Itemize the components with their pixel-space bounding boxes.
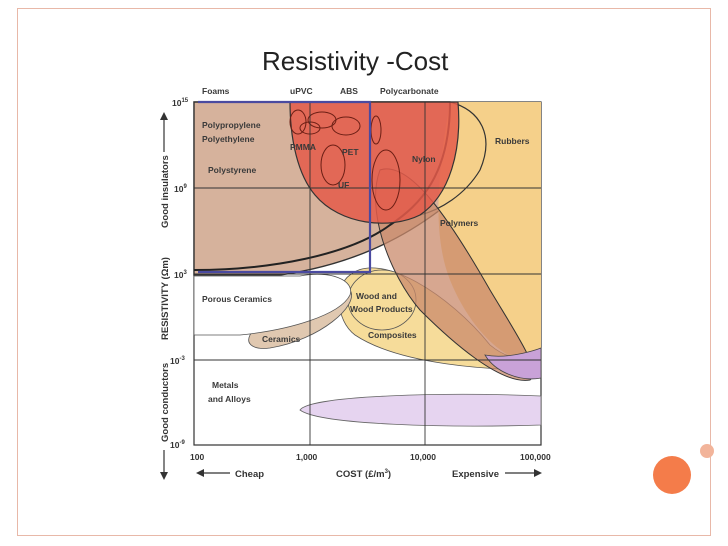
conductors-arrow-icon bbox=[160, 472, 168, 480]
metals-region bbox=[299, 393, 542, 427]
y-insulators-label: Good insulators bbox=[160, 155, 171, 228]
y-axis-label: RESISTIVITY (Ωm) bbox=[160, 257, 171, 340]
y-axis-caption: Good conductors RESISTIVITY (Ωm) Good in… bbox=[160, 112, 171, 480]
uf-ellipse bbox=[320, 144, 346, 186]
deco-circle-small bbox=[700, 444, 714, 458]
x-tick-10000: 10,000 bbox=[410, 452, 436, 462]
label-nylon: Nylon bbox=[412, 154, 436, 164]
x-axis-label: COST (£/m3) bbox=[336, 469, 391, 480]
x-tick-100: 100 bbox=[190, 452, 204, 462]
label-composites: Composites bbox=[368, 330, 417, 340]
rubbers-outline bbox=[419, 101, 487, 216]
deco-circle-large bbox=[653, 456, 691, 494]
x-axis-caption: Cheap COST (£/m3) Expensive bbox=[196, 469, 542, 480]
y-conductors-label: Good conductors bbox=[160, 363, 171, 442]
label-pet: PET bbox=[342, 147, 359, 157]
label-abs: ABS bbox=[340, 86, 358, 96]
label-polystyrene: Polystyrene bbox=[208, 165, 256, 175]
x-tick-1000: 1,000 bbox=[296, 452, 318, 462]
label-uf: UF bbox=[338, 180, 349, 190]
selection-box bbox=[198, 100, 372, 274]
resistivity-cost-chart: Foams uPVC ABS Polycarbonate Polypropyle… bbox=[160, 86, 551, 480]
slide-title: Resistivity -Cost bbox=[262, 46, 449, 76]
y-tick-1e3: 103 bbox=[174, 270, 187, 280]
y-tick-1e9: 109 bbox=[174, 184, 187, 194]
y-tick-1e15: 1015 bbox=[172, 98, 189, 108]
label-polycarbonate: Polycarbonate bbox=[380, 86, 439, 96]
polymers-region bbox=[375, 168, 534, 381]
label-foams: Foams bbox=[202, 86, 230, 96]
insulators-arrow-icon bbox=[160, 112, 168, 120]
y-tick-1e-9: 10-9 bbox=[170, 440, 185, 450]
label-ceramics: Ceramics bbox=[262, 334, 301, 344]
slide-border bbox=[17, 8, 711, 536]
label-rubbers: Rubbers bbox=[495, 136, 530, 146]
cheap-arrow-icon bbox=[196, 469, 204, 477]
label-polymers: Polymers bbox=[440, 218, 479, 228]
label-pmma: PMMA bbox=[290, 142, 316, 152]
pet-ellipse bbox=[331, 116, 361, 136]
material-ellipses bbox=[289, 109, 401, 211]
label-polyethylene: Polyethylene bbox=[202, 134, 255, 144]
porous-ceramics-region bbox=[193, 273, 351, 336]
label-metals-2: and Alloys bbox=[208, 394, 251, 404]
x-tick-100000: 100,000 bbox=[520, 452, 551, 462]
expensive-arrow-icon bbox=[534, 469, 542, 477]
purple-tail bbox=[484, 347, 542, 380]
x-expensive-label: Expensive bbox=[452, 469, 499, 480]
label-wood-2: Wood Products bbox=[350, 304, 413, 314]
label-polypropylene: Polypropylene bbox=[202, 120, 261, 130]
x-cheap-label: Cheap bbox=[235, 469, 264, 480]
grid bbox=[194, 102, 541, 445]
label-upvc: uPVC bbox=[290, 86, 313, 96]
nylon-ellipse bbox=[371, 149, 401, 211]
label-porous-ceramics: Porous Ceramics bbox=[202, 294, 272, 304]
y-tick-1e-3: 10-3 bbox=[170, 356, 185, 366]
label-metals-1: Metals bbox=[212, 380, 239, 390]
label-wood-1: Wood and bbox=[356, 291, 397, 301]
